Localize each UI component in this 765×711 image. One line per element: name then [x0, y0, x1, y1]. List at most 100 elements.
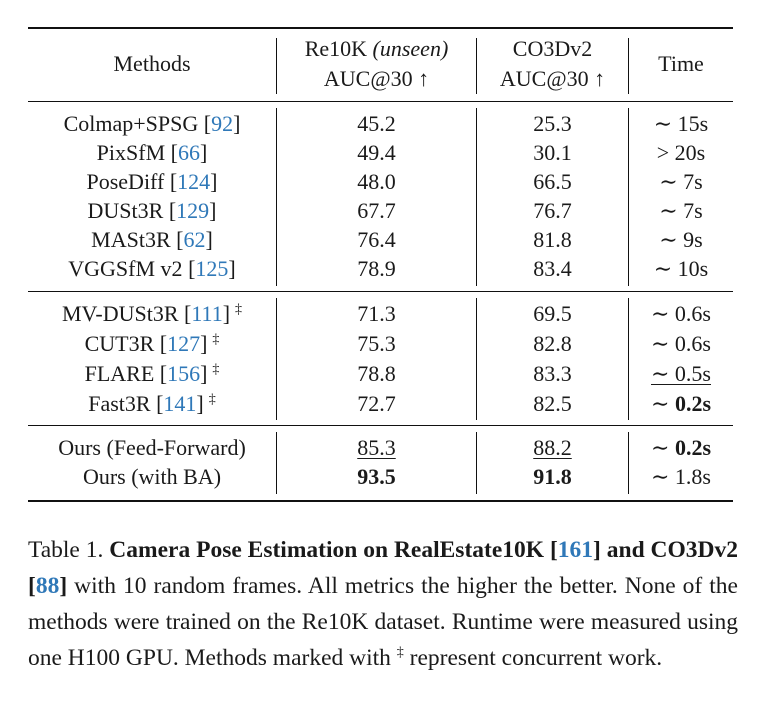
caption-label: Table 1.	[28, 537, 104, 563]
second-best-value: 88.2	[533, 435, 572, 460]
group2-rule	[28, 425, 733, 426]
col-divider-2	[476, 38, 477, 94]
second-best-value: 85.3	[357, 435, 396, 460]
row-re10k: 85.3	[277, 433, 476, 463]
col-divider-2	[476, 108, 477, 286]
dagger-mark: ‡	[235, 302, 243, 317]
row-time: ∼ 1.8s	[651, 464, 711, 489]
row-time: ∼ 15s	[653, 111, 709, 136]
citation: 127	[167, 331, 201, 356]
row-co3d: 91.8	[533, 464, 572, 489]
dagger-mark: ‡	[212, 332, 220, 347]
header-re10k: Re10K (unseen)	[277, 34, 476, 64]
col-divider-1	[276, 432, 277, 494]
best-time: 0.2s	[674, 391, 711, 416]
col-divider-3	[628, 38, 629, 94]
group1-rule	[28, 291, 733, 292]
col-divider-1	[276, 298, 277, 420]
row-time: ∼ 7s	[659, 169, 703, 194]
row-method: MASt3R [62]	[91, 227, 213, 252]
row-method: VGGSfM v2 [125]	[68, 256, 236, 281]
citation: 141	[163, 391, 197, 416]
row-co3d: 81.8	[533, 227, 572, 252]
table-caption: Table 1. Camera Pose Estimation on RealE…	[28, 532, 738, 680]
row-re10k: 78.8	[357, 361, 396, 386]
row-method: PoseDiff [124]	[86, 169, 218, 194]
row-method: CUT3R [127] ‡	[84, 331, 220, 356]
header-re10k-name: Re10K	[304, 36, 368, 61]
row-method: Ours (with BA)	[82, 464, 222, 489]
row-time: ∼ 0.2s	[651, 435, 711, 460]
row-time: ∼ 0.6s	[651, 301, 711, 326]
row-co3d: 82.5	[533, 391, 572, 416]
second-best-time: ∼ 0.5s	[651, 361, 711, 386]
citation: 156	[167, 361, 201, 386]
row-re10k: 72.7	[357, 391, 396, 416]
row-co3d: 76.7	[533, 198, 572, 223]
row-co3d: 66.5	[533, 169, 572, 194]
row-time: ∼ 9s	[659, 227, 703, 252]
citation: 129	[176, 198, 210, 223]
col-divider-3	[628, 108, 629, 286]
row-re10k: 75.3	[357, 331, 396, 356]
caption-title: Camera Pose Estimation on RealEstate10K …	[28, 537, 739, 599]
col-divider-1	[276, 38, 277, 94]
row-re10k: 48.0	[357, 169, 396, 194]
row-time: > 20s	[656, 140, 706, 165]
row-re10k: 71.3	[357, 301, 396, 326]
row-method: PixSfM [66]	[96, 140, 208, 165]
row-re10k: 76.4	[357, 227, 396, 252]
row-method: DUSt3R [129]	[87, 198, 217, 223]
bottom-rule	[28, 500, 733, 502]
row-method: FLARE [156] ‡	[84, 361, 220, 386]
header-methods: Methods	[113, 51, 191, 76]
citation: 62	[183, 227, 206, 252]
row-co3d: 30.1	[533, 140, 572, 165]
header-re10k-unseen: (unseen)	[372, 36, 449, 61]
caption-text: with 10 random frames. All metrics the h…	[28, 573, 738, 671]
header-time: Time	[658, 51, 704, 76]
row-re10k: 93.5	[357, 464, 396, 489]
row-method: MV-DUSt3R [111] ‡	[61, 301, 243, 326]
caption-text-end: represent concurrent work.	[403, 645, 663, 671]
row-time: ∼ 7s	[659, 198, 703, 223]
row-time: ∼ 0.2s	[651, 391, 711, 416]
row-co3d: 83.4	[533, 256, 572, 281]
row-co3d: 83.3	[533, 361, 572, 386]
col-divider-2	[476, 298, 477, 420]
col-divider-1	[276, 108, 277, 286]
row-re10k: 45.2	[357, 111, 396, 136]
header-co3d-metric: AUC@30 ↑	[499, 66, 606, 91]
citation: 88	[35, 573, 60, 599]
top-rule	[28, 27, 733, 29]
dagger-mark: ‡	[208, 392, 216, 407]
citation: 66	[177, 140, 200, 165]
row-time: ∼ 0.5s	[629, 359, 733, 389]
col-divider-3	[628, 432, 629, 494]
row-method: Fast3R [141] ‡	[88, 391, 216, 416]
dagger-mark: ‡	[396, 645, 404, 660]
row-co3d: 88.2	[477, 433, 628, 463]
row-re10k: 78.9	[357, 256, 396, 281]
row-method: Ours (Feed-Forward)	[58, 435, 246, 460]
col-divider-2	[476, 432, 477, 494]
row-method: Colmap+SPSG [92]	[63, 111, 241, 136]
header-rule	[28, 101, 733, 102]
col-divider-3	[628, 298, 629, 420]
row-co3d: 25.3	[533, 111, 572, 136]
best-time: 0.2s	[674, 435, 711, 460]
header-co3d: CO3Dv2	[512, 36, 593, 61]
dagger-mark: ‡	[212, 362, 220, 377]
citation: 92	[211, 111, 234, 136]
citation: 125	[195, 256, 229, 281]
citation: 161	[557, 537, 594, 563]
row-time: ∼ 0.6s	[651, 331, 711, 356]
row-co3d: 69.5	[533, 301, 572, 326]
row-time: ∼ 10s	[653, 256, 709, 281]
header-re10k-metric: AUC@30 ↑	[323, 66, 430, 91]
row-re10k: 67.7	[357, 198, 396, 223]
row-co3d: 82.8	[533, 331, 572, 356]
row-re10k: 49.4	[357, 140, 396, 165]
citation: 111	[191, 301, 223, 326]
citation: 124	[177, 169, 211, 194]
